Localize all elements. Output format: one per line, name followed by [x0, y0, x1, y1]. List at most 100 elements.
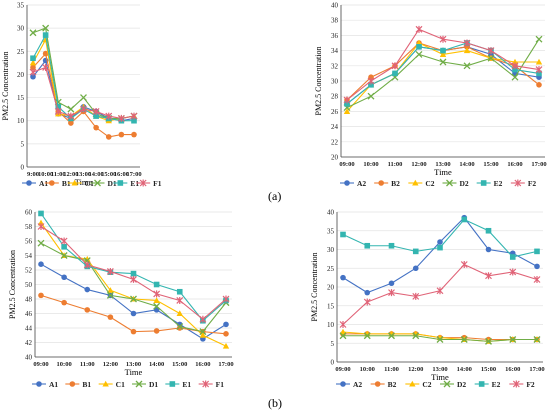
data-point-E2 — [364, 242, 371, 249]
x-tick-label: 13:00 — [126, 361, 141, 368]
data-point-B2 — [536, 82, 542, 88]
data-point-C1 — [29, 59, 37, 66]
x-tick-label: 12:00 — [63, 171, 78, 178]
data-point-B1 — [42, 50, 49, 57]
data-point-D1 — [67, 105, 75, 113]
y-axis-label: PM2.5 Concentration — [8, 250, 17, 319]
panel-label-b: (b) — [268, 396, 282, 410]
y-tick-label: 20 — [327, 284, 335, 292]
legend-marker-D2 — [443, 380, 451, 388]
y-tick-label: 28 — [331, 93, 339, 101]
x-tick-label: 09:00 — [335, 366, 350, 373]
data-point-B1 — [130, 328, 137, 335]
legend-marker-E2 — [480, 180, 487, 186]
data-point-E1 — [176, 288, 183, 295]
data-point-F1 — [60, 237, 68, 245]
series-line-A2 — [342, 216, 538, 294]
data-point-E2 — [534, 248, 540, 255]
data-point-D1 — [199, 328, 207, 336]
y-tick-label: 0 — [21, 164, 25, 172]
x-tick-label: 16:00 — [195, 361, 210, 368]
data-point-E1 — [153, 281, 160, 288]
y-tick-label: 26 — [331, 108, 339, 116]
data-point-E1 — [93, 113, 99, 119]
data-point-F1 — [67, 112, 75, 120]
y-tick-label: 32 — [331, 62, 339, 70]
legend-marker-E1 — [169, 381, 176, 387]
legend-label: F1 — [216, 380, 225, 389]
data-point-C1 — [176, 310, 183, 317]
data-point-F1 — [199, 315, 207, 323]
legend-label: A1 — [49, 380, 58, 389]
y-tick-label: 10 — [17, 117, 25, 125]
data-point-D2 — [388, 332, 395, 340]
data-point-E2 — [437, 244, 443, 251]
x-tick-label: 12:00 — [411, 161, 426, 168]
data-point-F1 — [130, 112, 138, 120]
x-tick-label: 17:00 — [531, 161, 546, 168]
data-point-E1 — [130, 270, 137, 277]
data-point-F2 — [367, 77, 375, 85]
x-axis-label: Time — [434, 167, 452, 177]
data-point-B1 — [153, 328, 160, 334]
data-point-D1 — [37, 239, 45, 247]
legend-label: A1 — [39, 179, 48, 188]
data-point-D2 — [415, 50, 423, 58]
legend-marker-C2 — [412, 179, 419, 186]
x-tick-label: 15:00 — [483, 161, 498, 168]
x-tick-label: 14:00 — [459, 161, 474, 168]
data-point-E2 — [509, 254, 516, 260]
y-tick-label: 42 — [25, 339, 33, 347]
data-point-F2 — [509, 268, 517, 276]
y-tick-label: 22 — [331, 138, 339, 146]
legend-label: D2 — [460, 179, 469, 188]
data-point-E2 — [485, 227, 492, 234]
x-tick-label: 11:00 — [80, 361, 95, 368]
data-point-E2 — [344, 101, 350, 107]
chart-4: 0 5 10 15 20 25 30 35 40 09:00 10:00 11:00 12:00 13:0… — [310, 209, 545, 389]
y-tick-label: 15 — [17, 94, 25, 102]
data-point-E1 — [131, 117, 137, 124]
x-tick-label: 16:00 — [507, 161, 522, 168]
x-tick-label: 14:00 — [457, 366, 472, 373]
data-point-F2 — [412, 292, 420, 300]
data-point-B1 — [131, 131, 137, 138]
data-point-F1 — [105, 112, 113, 120]
y-tick-label: 24 — [331, 123, 339, 131]
data-point-F1 — [42, 63, 50, 71]
x-tick-label: 12:00 — [103, 361, 118, 368]
legend-label: A2 — [353, 380, 362, 389]
y-tick-label: 5 — [331, 340, 335, 348]
data-point-B1 — [84, 307, 91, 313]
x-tick-label: 15:00 — [481, 366, 496, 373]
y-axis-label: PM2.5 Concentration — [1, 52, 10, 121]
data-point-C2 — [511, 58, 519, 65]
data-point-D2 — [367, 92, 375, 100]
series-line-E2 — [342, 218, 538, 258]
chart-2: 20 22 24 26 28 30 32 34 36 38 40 09:00 10:00 11:00 12:… — [314, 2, 547, 188]
legend-marker-F1 — [139, 179, 147, 187]
data-point-F1 — [222, 295, 230, 303]
y-tick-label: 10 — [327, 321, 335, 329]
data-point-F2 — [487, 47, 495, 55]
data-point-B1 — [30, 64, 36, 71]
data-point-D2 — [463, 62, 471, 70]
data-point-D2 — [412, 332, 420, 340]
data-point-F1 — [80, 105, 87, 113]
legend-label: B1 — [62, 179, 71, 188]
y-tick-label: 34 — [331, 47, 339, 55]
data-point-D2 — [485, 337, 492, 345]
y-tick-label: 20 — [331, 154, 339, 162]
data-point-F2 — [436, 287, 444, 295]
data-point-C2 — [339, 328, 347, 335]
y-tick-label: 48 — [25, 296, 33, 304]
y-tick-label: 30 — [331, 78, 339, 86]
data-point-D2 — [436, 336, 444, 343]
data-point-F2 — [511, 62, 519, 70]
legend-label: C1 — [85, 179, 94, 188]
y-tick-label: 44 — [25, 325, 33, 333]
legend-label: E1 — [130, 179, 139, 188]
data-point-F1 — [83, 261, 91, 269]
y-tick-label: 15 — [327, 302, 335, 310]
y-tick-label: 25 — [17, 48, 25, 56]
